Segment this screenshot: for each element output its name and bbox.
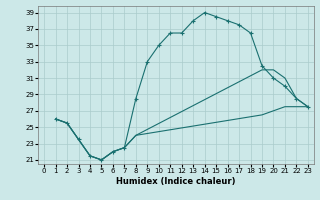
X-axis label: Humidex (Indice chaleur): Humidex (Indice chaleur) bbox=[116, 177, 236, 186]
